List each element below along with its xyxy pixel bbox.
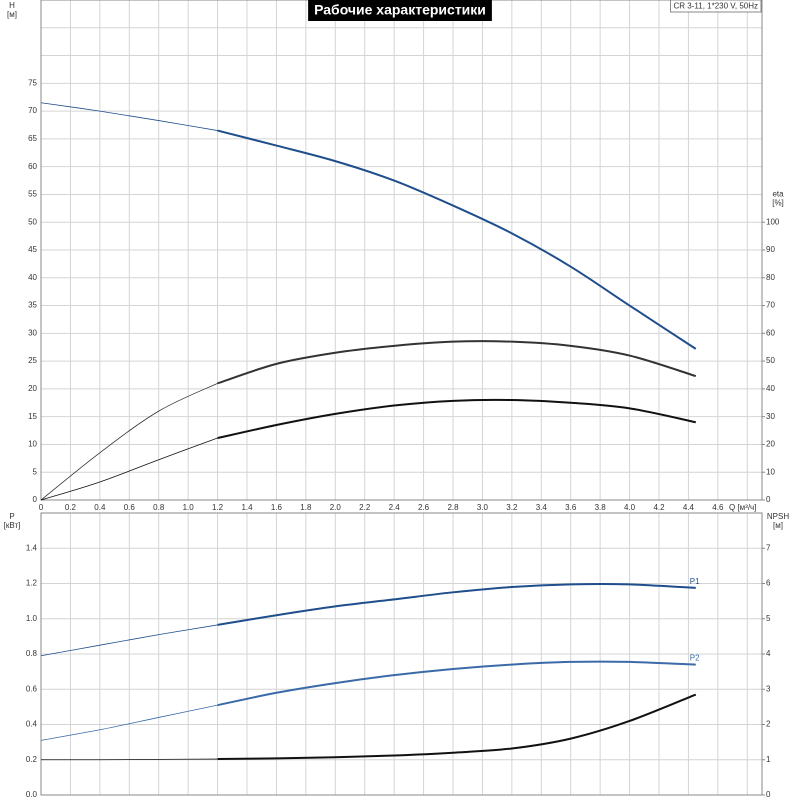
- y2-axis-unit: [%]: [772, 198, 784, 207]
- x-tick-label: 1.0: [183, 503, 195, 512]
- x-tick-label: 4.2: [653, 503, 665, 512]
- series-line: [217, 660, 696, 707]
- y-tick-label: 55: [28, 190, 37, 199]
- y2-tick-label: 50: [766, 356, 775, 365]
- y2-tick-label: 100: [766, 217, 780, 226]
- y-tick-label: 50: [28, 217, 37, 226]
- y-tick-label: 0.6: [26, 684, 38, 693]
- y-tick-label: 0.8: [26, 649, 38, 658]
- y-tick-label: 45: [28, 245, 37, 254]
- series-line: [217, 340, 697, 385]
- y-tick-label: 60: [28, 162, 37, 171]
- y-tick-label: 0.0: [26, 790, 38, 799]
- x-tick-label: 0.8: [153, 503, 165, 512]
- y2-tick-label: 70: [766, 301, 775, 310]
- x-tick-label: 2.8: [447, 503, 459, 512]
- x-tick-label: 0.4: [94, 503, 106, 512]
- y-axis-unit: [м]: [7, 10, 17, 19]
- series-line: [40, 758, 218, 761]
- series-line: [40, 624, 218, 657]
- y2-axis-label: NPSH: [767, 512, 789, 521]
- y2-tick-label: 2: [766, 720, 771, 729]
- y-tick-label: 25: [28, 356, 37, 365]
- x-tick-label: 1.4: [241, 503, 253, 512]
- y-tick-label: 0.2: [26, 755, 38, 764]
- y-axis-label: H: [9, 1, 15, 10]
- x-tick-label: 3.2: [506, 503, 518, 512]
- y-tick-label: 5: [33, 467, 38, 476]
- x-tick-label: 2.2: [359, 503, 371, 512]
- y-tick-label: 0.4: [26, 720, 38, 729]
- y2-tick-label: 60: [766, 328, 775, 337]
- annotation: CR 3-11, 1*230 V, 50Hz: [674, 2, 759, 11]
- y2-tick-label: 6: [766, 579, 771, 588]
- y2-tick-label: 20: [766, 440, 775, 449]
- series-line: [217, 693, 697, 761]
- title-bg: [308, 0, 492, 21]
- y2-tick-label: 10: [766, 467, 775, 476]
- y2-axis-label: eta: [772, 189, 784, 198]
- series-line: [217, 582, 696, 626]
- y2-tick-label: 1: [766, 755, 771, 764]
- series-line: [40, 102, 218, 131]
- plot-frame: [40, 512, 763, 796]
- y2-tick-label: 80: [766, 273, 775, 282]
- x-tick-label: 0: [39, 503, 44, 512]
- plot-frame: [40, 0, 763, 501]
- y-tick-label: 1.0: [26, 614, 38, 623]
- y-tick-label: 70: [28, 106, 37, 115]
- y2-tick-label: 7: [766, 543, 771, 552]
- x-tick-label: 0.2: [65, 503, 77, 512]
- title-box: Рабочие характеристики: [308, 0, 492, 21]
- series-line: [40, 704, 218, 741]
- y-tick-label: 35: [28, 301, 37, 310]
- x-tick-label: 2.6: [418, 503, 430, 512]
- series-line: [40, 437, 218, 501]
- y-axis-unit: [кВт]: [4, 521, 21, 530]
- series-line: [217, 129, 697, 350]
- y2-tick-label: 3: [766, 684, 771, 693]
- annotation-box: [670, 0, 762, 13]
- x-tick-label: 4.6: [712, 503, 724, 512]
- series-label: P1: [690, 577, 700, 586]
- x-tick-label: 3.8: [595, 503, 607, 512]
- y2-tick-label: 0: [766, 790, 771, 799]
- y-tick-label: 0: [33, 495, 38, 504]
- x-tick-label: 1.6: [271, 503, 283, 512]
- y2-tick-label: 40: [766, 384, 775, 393]
- y2-tick-label: 5: [766, 614, 771, 623]
- x-tick-label: 3.6: [565, 503, 577, 512]
- x-tick-label: 4.0: [624, 503, 636, 512]
- y2-tick-label: 0: [766, 495, 771, 504]
- series-line: [40, 382, 218, 501]
- x-tick-label: 2.0: [330, 503, 342, 512]
- x-tick-label: 4.4: [683, 503, 695, 512]
- series-line: [217, 398, 696, 440]
- y-axis-label: P: [9, 512, 14, 521]
- y-tick-label: 75: [28, 78, 37, 87]
- y-tick-label: 30: [28, 328, 37, 337]
- y-tick-label: 40: [28, 273, 37, 282]
- y-tick-label: 20: [28, 384, 37, 393]
- chart-title: Рабочие характеристики: [314, 2, 486, 18]
- x-axis-label: Q [м³/ч]: [729, 503, 756, 512]
- y-tick-label: 15: [28, 412, 37, 421]
- y2-axis-unit: [м]: [773, 521, 783, 530]
- series-label: P2: [690, 654, 700, 663]
- x-tick-label: 3.0: [477, 503, 489, 512]
- x-tick-label: 2.4: [389, 503, 401, 512]
- y2-tick-label: 90: [766, 245, 775, 254]
- x-tick-label: 1.2: [212, 503, 224, 512]
- y2-tick-label: 4: [766, 649, 771, 658]
- y-tick-label: 65: [28, 134, 37, 143]
- y-tick-label: 10: [28, 440, 37, 449]
- x-tick-label: 3.4: [536, 503, 548, 512]
- x-tick-label: 0.6: [124, 503, 136, 512]
- y2-tick-label: 30: [766, 412, 775, 421]
- y-tick-label: 1.4: [26, 543, 38, 552]
- y-tick-label: 1.2: [26, 579, 38, 588]
- x-tick-label: 1.8: [300, 503, 312, 512]
